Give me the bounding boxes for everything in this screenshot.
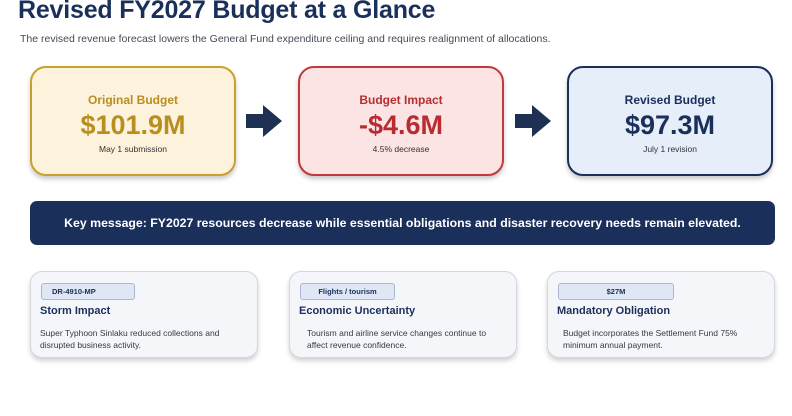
key-message-banner: Key message: FY2027 resources decrease w… xyxy=(30,201,775,245)
card-title: Mandatory Obligation xyxy=(557,305,671,317)
mandatory-obligation-card: $27M Mandatory Obligation Budget incorpo… xyxy=(547,271,775,358)
original-budget-note: May 1 submission xyxy=(98,144,168,154)
budget-impact-note: 4.5% decrease xyxy=(372,144,430,154)
revised-budget-note: July 1 revision xyxy=(643,144,697,154)
original-budget-value: $101.9M xyxy=(80,110,186,140)
card-tag: Flights / tourism xyxy=(300,283,395,300)
economic-uncertainty-card: Flights / tourism Economic Uncertainty T… xyxy=(289,271,517,358)
card-tag: $27M xyxy=(558,283,674,300)
budget-impact-value: -$4.6M xyxy=(358,110,444,140)
card-title: Economic Uncertainty xyxy=(299,305,416,317)
budget-impact-label: Budget Impact xyxy=(359,93,443,107)
right-arrow-icon xyxy=(515,105,551,137)
revised-budget-label: Revised Budget xyxy=(624,93,716,107)
card-title: Storm Impact xyxy=(40,305,111,317)
revised-budget-value: $97.3M xyxy=(624,110,716,140)
original-budget-label: Original Budget xyxy=(88,93,178,107)
card-body: Super Typhoon Sinlaku reduced collection… xyxy=(40,328,220,350)
card-tag: DR-4910-MP xyxy=(41,283,135,300)
card-body: Budget incorporates the Settlement Fund … xyxy=(563,328,738,350)
right-arrow-icon xyxy=(246,105,282,137)
revised-budget-box: Revised Budget $97.3M July 1 revision xyxy=(567,66,773,176)
page-subtitle: The revised revenue forecast lowers the … xyxy=(20,33,551,45)
storm-impact-card: DR-4910-MP Storm Impact Super Typhoon Si… xyxy=(30,271,258,358)
page-title: Revised FY2027 Budget at a Glance xyxy=(18,0,436,24)
card-body: Tourism and airline service changes cont… xyxy=(307,328,487,350)
original-budget-box: Original Budget $101.9M May 1 submission xyxy=(30,66,236,176)
budget-impact-box: Budget Impact -$4.6M 4.5% decrease xyxy=(298,66,504,176)
